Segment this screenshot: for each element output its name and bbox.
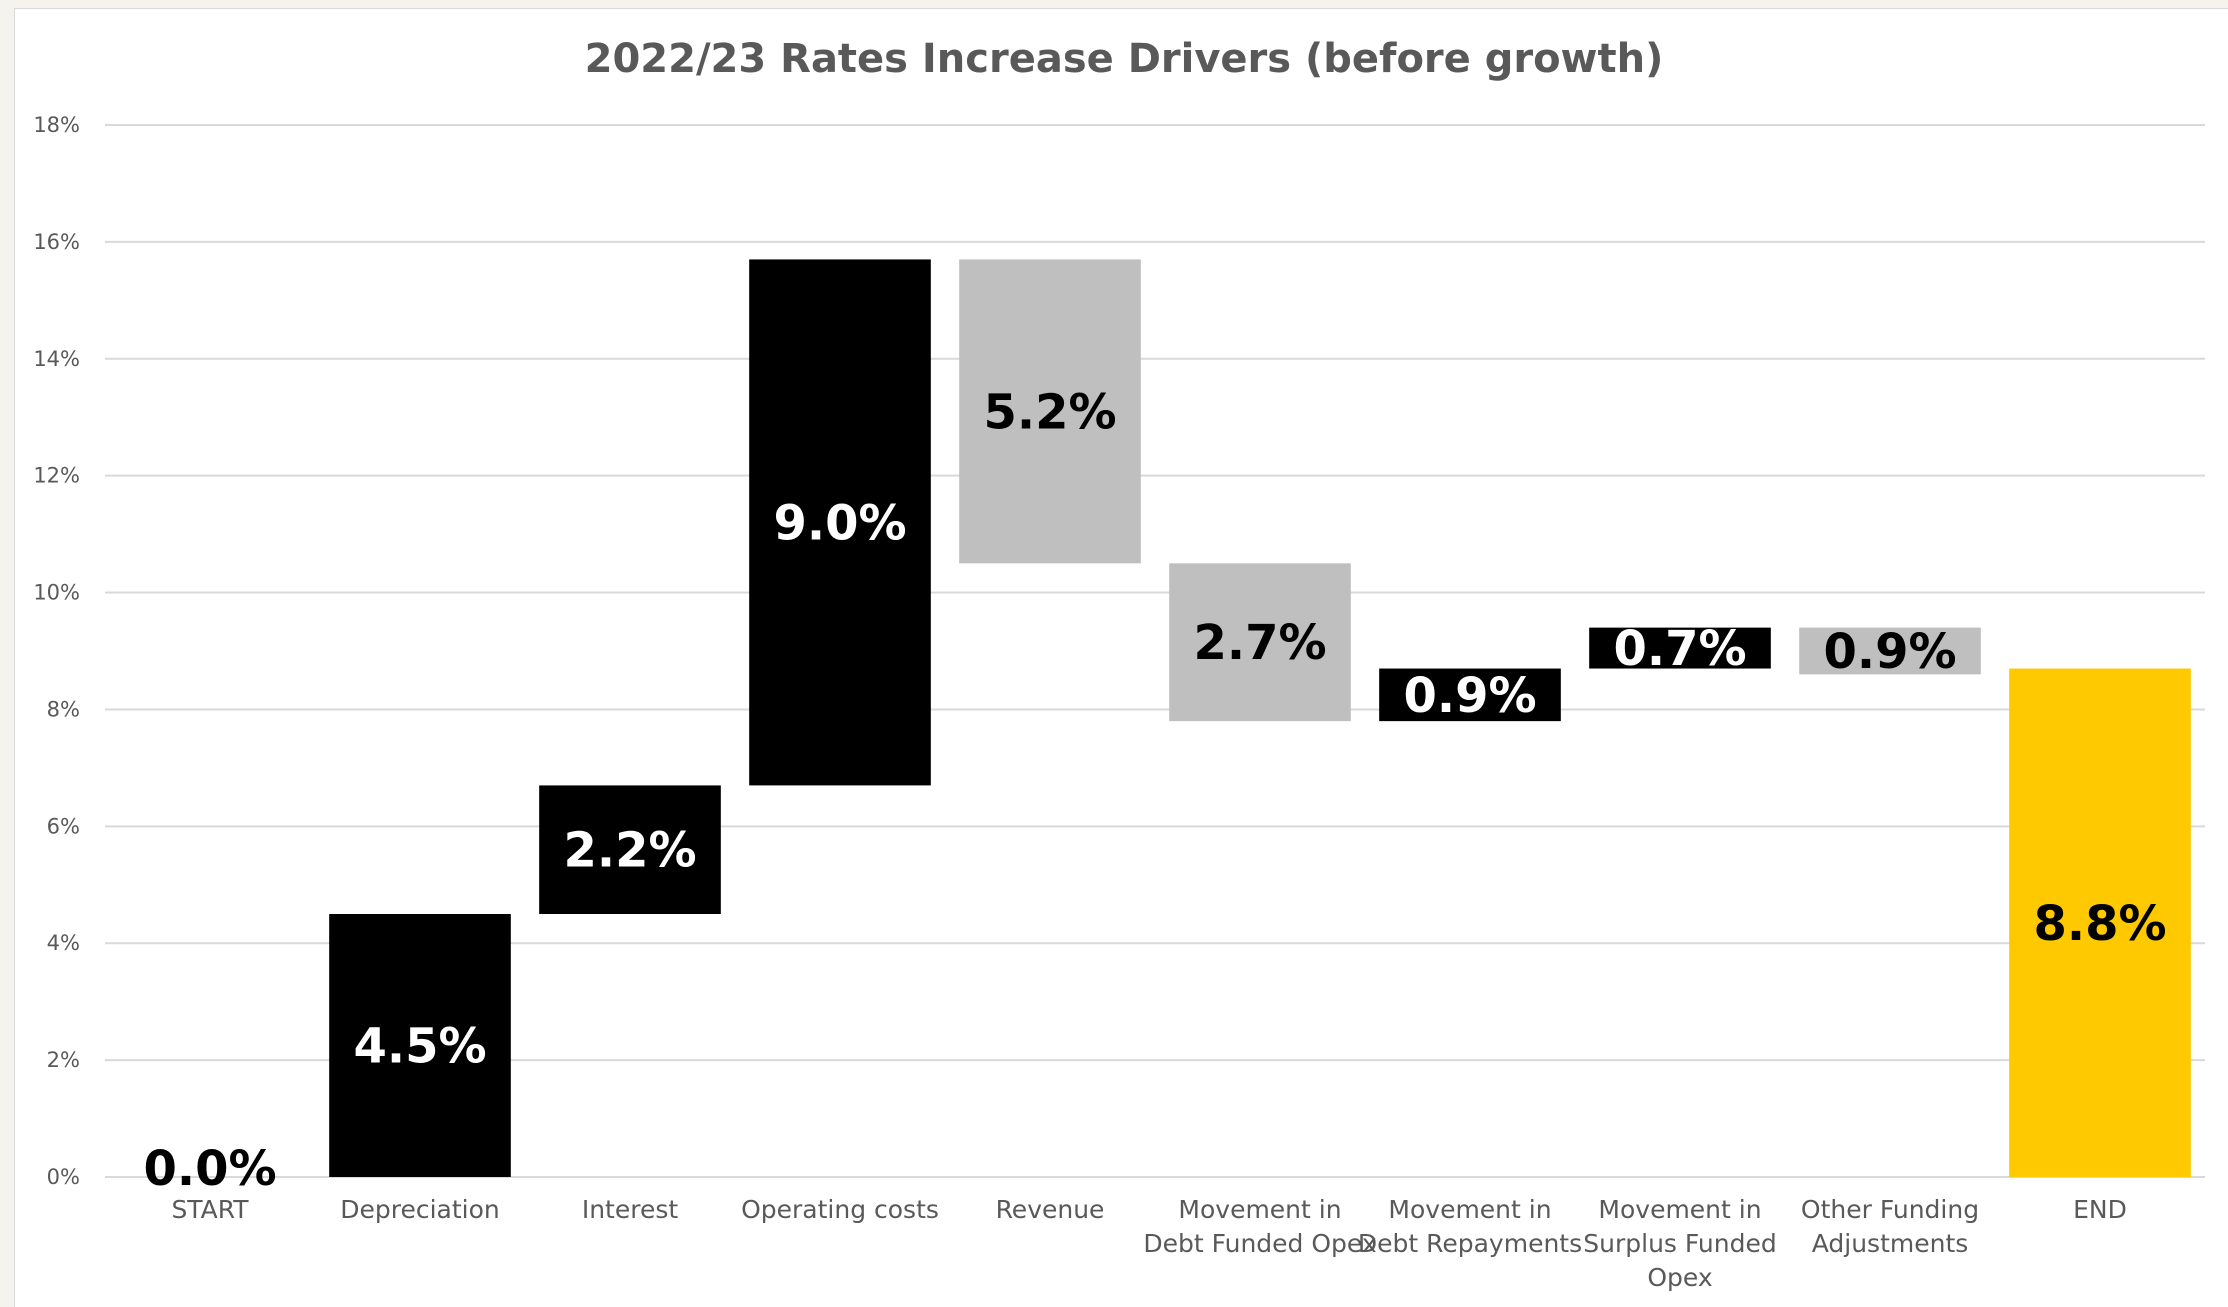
data-label: 2.2% [563,823,696,879]
data-label: 0.0% [143,1141,276,1197]
x-tick-label: Movement in [1598,1195,1761,1224]
data-label: 8.8% [2033,896,2166,952]
gridlines [105,124,2205,1178]
x-tick-label: Depreciation [340,1195,500,1224]
data-label: 5.2% [983,384,1116,440]
data-label: 0.7% [1613,621,1746,677]
y-tick-label: 0% [47,1165,80,1189]
y-tick-label: 2% [47,1048,80,1072]
y-tick-label: 10% [33,581,80,605]
x-tick-label: Movement in [1388,1195,1551,1224]
waterfall-bar [1589,627,1771,669]
waterfall-bar [329,914,511,1177]
x-tick-label: Revenue [996,1195,1105,1224]
waterfall-bar [959,259,1141,564]
x-tick-label: START [171,1195,249,1224]
x-tick-label: Interest [582,1195,679,1224]
y-tick-label: 12% [33,464,80,488]
bars [329,259,2191,1177]
data-label: 2.7% [1193,615,1326,671]
waterfall-bar [749,259,931,786]
y-tick-label: 16% [33,230,80,254]
waterfall-bar [1379,668,1561,722]
x-tick-label: Opex [1647,1263,1712,1292]
data-label: 0.9% [1823,624,1956,680]
waterfall-bar [2009,668,2191,1177]
y-tick-label: 18% [33,113,80,137]
y-tick-label: 6% [47,814,80,838]
y-tick-label: 4% [47,931,80,955]
data-labels: 0.0% 4.5% 2.2% 9.0% 5.2% 2.7% 0.9% 0.7% 0.9% 8.8% [143,384,2166,1197]
waterfall-bar [539,785,721,914]
data-label: 0.9% [1403,668,1536,724]
x-tick-label: Adjustments [1812,1229,1969,1258]
x-tick-label: Debt Repayments [1358,1229,1582,1258]
x-tick-label: Surplus Funded [1583,1229,1776,1258]
data-label: 4.5% [353,1019,486,1075]
chart-title: 2022/23 Rates Increase Drivers (before g… [585,36,1664,82]
data-label: 9.0% [773,495,906,551]
waterfall-bar [1169,563,1351,722]
x-tick-label: Movement in [1178,1195,1341,1224]
y-tick-label: 8% [47,697,80,721]
x-tick-label: Operating costs [741,1195,939,1224]
x-axis-ticks: START Depreciation Interest Operating costs… [171,1195,2126,1292]
waterfall-bar [1799,627,1981,675]
y-tick-label: 14% [33,347,80,371]
x-tick-label: END [2073,1195,2127,1224]
x-tick-label: Debt Funded Opex [1143,1229,1376,1258]
y-axis-ticks: 0% 2% 4% 6% 8% 10% 12% 14% 16% 18% [33,113,80,1189]
x-tick-label: Other Funding [1801,1195,1979,1224]
